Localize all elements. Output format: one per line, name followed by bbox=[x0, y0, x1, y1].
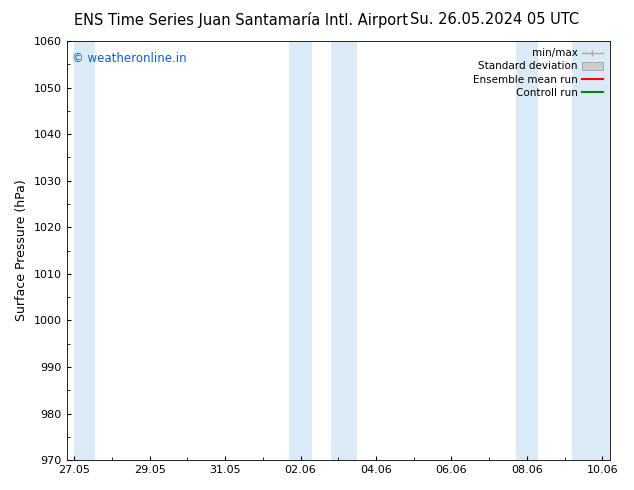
Text: ENS Time Series Juan Santamaría Intl. Airport: ENS Time Series Juan Santamaría Intl. Ai… bbox=[74, 12, 408, 28]
Text: Su. 26.05.2024 05 UTC: Su. 26.05.2024 05 UTC bbox=[410, 12, 579, 27]
Bar bbox=[74, 41, 95, 460]
Bar bbox=[331, 41, 357, 460]
Bar bbox=[573, 41, 610, 460]
Y-axis label: Surface Pressure (hPa): Surface Pressure (hPa) bbox=[15, 180, 28, 321]
Bar bbox=[515, 41, 538, 460]
Text: © weatheronline.in: © weatheronline.in bbox=[72, 51, 186, 65]
Bar bbox=[289, 41, 312, 460]
Legend: min/max, Standard deviation, Ensemble mean run, Controll run: min/max, Standard deviation, Ensemble me… bbox=[469, 44, 607, 102]
